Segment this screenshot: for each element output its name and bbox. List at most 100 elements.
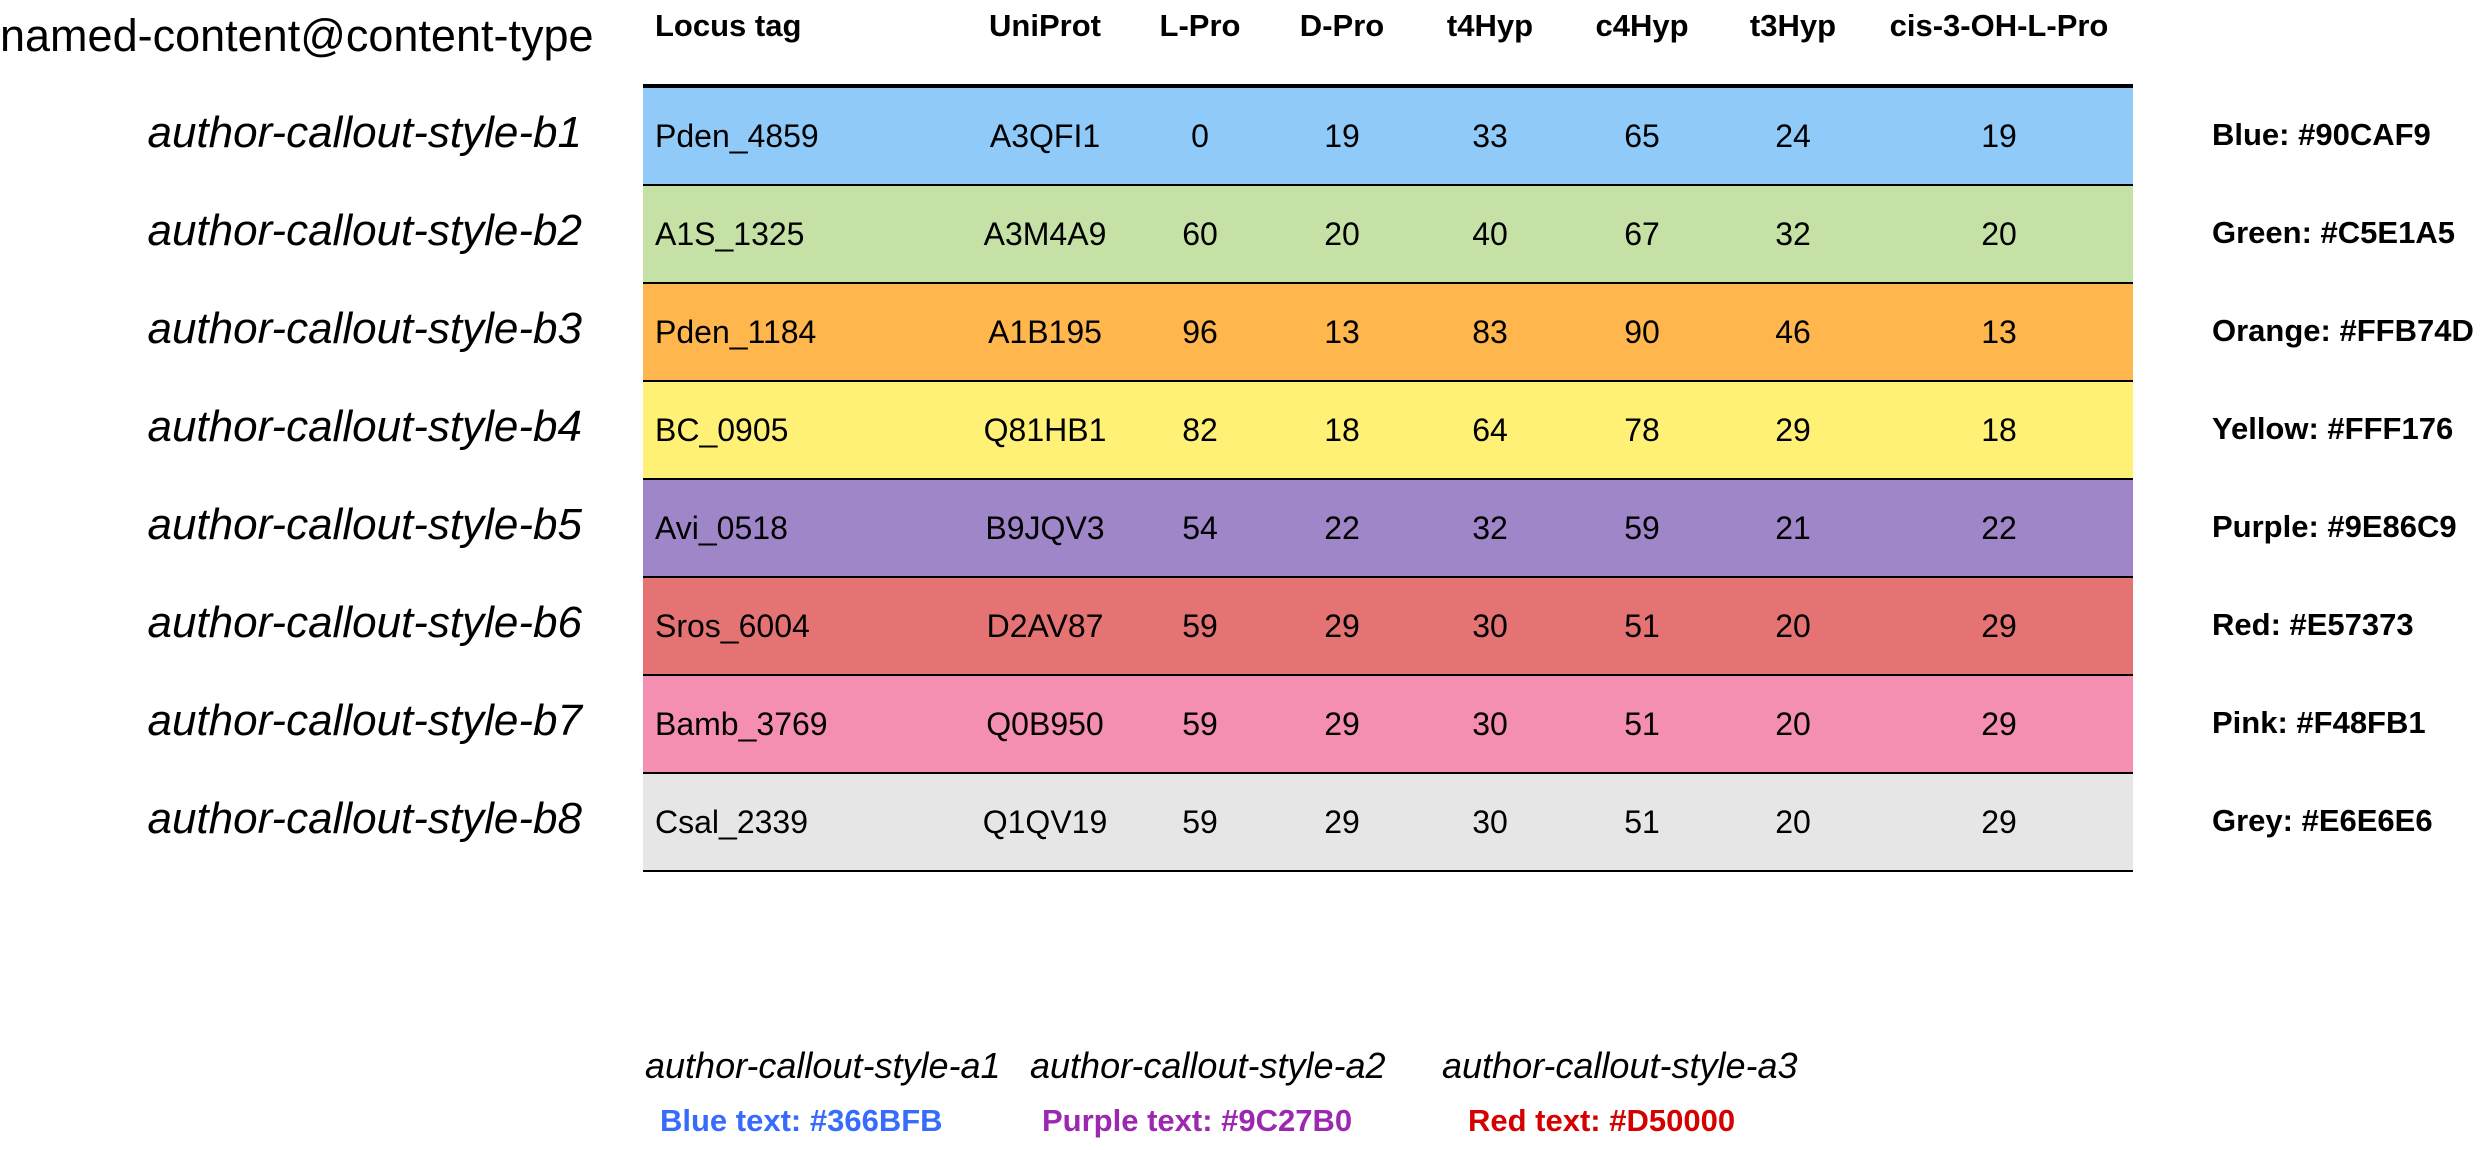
table-cell: 29 [1981,804,2017,840]
table-cell: 20 [1981,216,2017,252]
table-cell: Q0B950 [986,706,1104,742]
table-cell: 51 [1624,706,1660,742]
color-swatch-label: Green: #C5E1A5 [2212,215,2455,250]
table-cell: 78 [1624,412,1660,448]
table-cell: 20 [1324,216,1360,252]
table-cell: 29 [1324,706,1360,742]
table-cell: Q1QV19 [982,804,1108,840]
table-row: Pden_1184 A1B195 96 13 83 90 46 13 [643,284,2133,382]
table-cell: 20 [1775,706,1811,742]
table-cell: 33 [1472,118,1508,154]
column-header: t4Hyp [1446,8,1534,43]
table-cell: 59 [1182,804,1218,840]
table-cell: 83 [1472,314,1508,350]
table-cell: A1B195 [988,314,1102,350]
text-style-sample: Red text: #D50000 [1468,1103,1736,1138]
column-header: Locus tag [655,8,802,43]
table-cell: 65 [1624,118,1660,154]
table-cell: 21 [1775,510,1811,546]
text-style-name: author-callout-style-a2 [1030,1045,1386,1086]
table-cell: 29 [1981,706,2017,742]
color-swatch-label: Grey: #E6E6E6 [2212,803,2433,838]
table-cell: B9JQV3 [985,510,1105,546]
column-header: cis-3-OH-L-Pro [1889,8,2109,43]
table-cell: 82 [1182,412,1218,448]
table-row: Avi_0518 B9JQV3 54 22 32 59 21 22 [643,480,2133,578]
table-cell: 32 [1775,216,1811,252]
table-cell: A1S_1325 [655,216,805,252]
row-style-label: author-callout-style-b6 [147,598,582,647]
table-cell: Sros_6004 [655,608,810,644]
text-style-sample: Blue text: #366BFB [660,1103,943,1138]
column-header: UniProt [989,8,1101,43]
color-swatch-label: Blue: #90CAF9 [2212,117,2431,152]
table-cell: 90 [1624,314,1660,350]
column-header: t3Hyp [1749,8,1837,43]
table-row: Sros_6004 D2AV87 59 29 30 51 20 29 [643,578,2133,676]
table-cell: 13 [1981,314,2017,350]
table-cell: Q81HB1 [983,412,1107,448]
table-cell: 51 [1624,608,1660,644]
table-cell: Bamb_3769 [655,706,828,742]
table-cell: 67 [1624,216,1660,252]
table-row: Bamb_3769 Q0B950 59 29 30 51 20 29 [643,676,2133,774]
table-cell: 0 [1191,118,1209,154]
table-cell: 24 [1775,118,1811,154]
header-rule [643,84,2133,88]
table-cell: 20 [1775,608,1811,644]
table-cell: A3M4A9 [983,216,1107,252]
row-style-label: author-callout-style-b1 [147,108,582,157]
color-swatch-label: Pink: #F48FB1 [2212,705,2426,740]
table-cell: Csal_2339 [655,804,808,840]
table-cell: 30 [1472,706,1508,742]
table-cell: 96 [1182,314,1218,350]
table-cell: 40 [1472,216,1508,252]
table-cell: 30 [1472,804,1508,840]
color-swatch-label: Orange: #FFB74D [2212,313,2474,348]
table-cell: 18 [1981,412,2017,448]
table-cell: Pden_4859 [655,118,819,154]
row-style-label: author-callout-style-b7 [147,696,582,745]
column-header: D-Pro [1299,8,1385,43]
table-row: Pden_4859 A3QFI1 0 19 33 65 24 19 [643,88,2133,186]
table-cell: 30 [1472,608,1508,644]
row-style-label: author-callout-style-b3 [147,304,582,353]
table-cell: 46 [1775,314,1811,350]
table-cell: 19 [1981,118,2017,154]
table-cell: 54 [1182,510,1218,546]
table-cell: 59 [1182,706,1218,742]
column-header: c4Hyp [1595,8,1689,43]
color-swatch-label: Purple: #9E86C9 [2212,509,2457,544]
text-style-name: author-callout-style-a1 [645,1045,1001,1086]
table-cell: 29 [1324,608,1360,644]
color-swatch-label: Red: #E57373 [2212,607,2414,642]
content-type-heading: named-content@content-type [0,10,594,61]
table-row: A1S_1325 A3M4A9 60 20 40 67 32 20 [643,186,2133,284]
table-cell: 59 [1624,510,1660,546]
table-cell: BC_0905 [655,412,789,448]
table-cell: 60 [1182,216,1218,252]
table-cell: 22 [1324,510,1360,546]
row-style-label: author-callout-style-b2 [147,206,582,255]
table-cell: D2AV87 [986,608,1104,644]
row-style-label: author-callout-style-b5 [147,500,582,549]
text-style-sample: Purple text: #9C27B0 [1042,1103,1353,1138]
column-header: L-Pro [1159,8,1241,43]
text-style-name: author-callout-style-a3 [1442,1045,1798,1086]
table-cell: 22 [1981,510,2017,546]
table-cell: Avi_0518 [655,510,788,546]
table-row: BC_0905 Q81HB1 82 18 64 78 29 18 [643,382,2133,480]
table-cell: 29 [1775,412,1811,448]
table-cell: 20 [1775,804,1811,840]
color-swatch-label: Yellow: #FFF176 [2212,411,2454,446]
table-cell: 19 [1324,118,1360,154]
table-cell: A3QFI1 [989,118,1101,154]
table-cell: 18 [1324,412,1360,448]
table-cell: 59 [1182,608,1218,644]
table-cell: 51 [1624,804,1660,840]
table-cell: 13 [1324,314,1360,350]
table-cell: 29 [1981,608,2017,644]
table-row: Csal_2339 Q1QV19 59 29 30 51 20 29 [643,774,2133,872]
row-style-label: author-callout-style-b8 [147,794,582,843]
table-cell: 32 [1472,510,1508,546]
